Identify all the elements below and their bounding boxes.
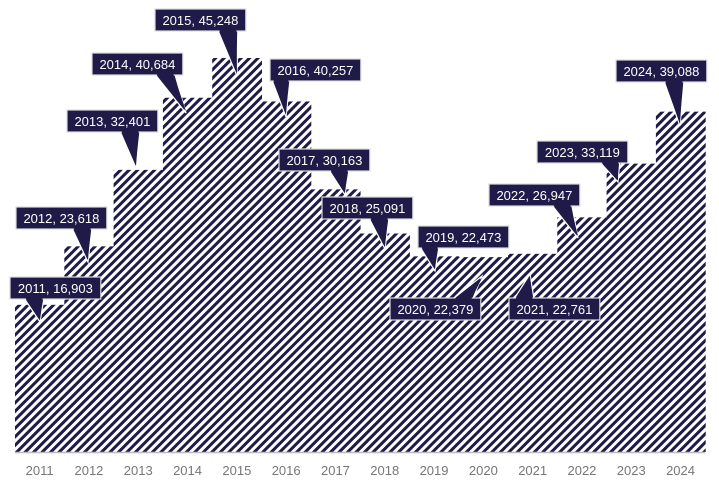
data-label-callout: 2012, 23,618 — [15, 206, 108, 265]
callout-pointer-fill — [121, 131, 139, 166]
x-tick-label: 2012 — [74, 463, 103, 478]
data-label-callout: 2022, 26,947 — [488, 183, 581, 239]
data-label-text: 2016, 40,257 — [277, 63, 353, 78]
data-label-callout: 2024, 39,088 — [615, 59, 708, 127]
data-label-callout: 2011, 16,903 — [9, 276, 102, 324]
callout-box — [15, 206, 108, 230]
data-label-callout: 2019, 22,473 — [417, 225, 510, 273]
callout-pointer-fill — [219, 30, 237, 74]
data-label-text: 2019, 22,473 — [425, 230, 501, 245]
callout-pointer-fill — [421, 247, 438, 269]
step-bar-2015 — [212, 58, 262, 452]
x-tick-label: 2024 — [666, 463, 695, 478]
x-tick-label: 2020 — [469, 463, 498, 478]
data-label-callout: 2023, 33,119 — [536, 140, 629, 184]
x-tick-label: 2022 — [567, 463, 596, 478]
step-bar-2017 — [310, 189, 361, 453]
x-tick-label: 2023 — [617, 463, 646, 478]
callout-box — [278, 148, 371, 172]
callout-box — [508, 297, 601, 321]
x-tick-label: 2014 — [173, 463, 202, 478]
callout-box — [269, 58, 362, 82]
data-label-callout: 2021, 22,761 — [508, 272, 601, 321]
data-label-callout: 2017, 30,163 — [278, 148, 371, 197]
callout-box — [536, 140, 629, 164]
data-label-text: 2021, 22,761 — [516, 302, 592, 317]
callout-box — [9, 276, 102, 300]
data-label-text: 2013, 32,401 — [74, 114, 150, 129]
step-bar-2024 — [655, 111, 706, 452]
x-tick-label: 2013 — [124, 463, 153, 478]
data-label-callout: 2020, 22,379 — [389, 274, 484, 321]
callout-pointer-fill — [330, 170, 348, 193]
x-tick-label: 2016 — [272, 463, 301, 478]
callout-box — [488, 183, 581, 207]
data-label-text: 2017, 30,163 — [286, 153, 362, 168]
data-label-text: 2022, 26,947 — [496, 188, 572, 203]
callout-pointer-fill — [25, 298, 43, 320]
data-label-text: 2014, 40,684 — [99, 57, 175, 72]
data-label-callout: 2018, 25,091 — [321, 196, 414, 251]
data-label-text: 2024, 39,088 — [623, 64, 699, 79]
step-bar-2023 — [606, 163, 657, 452]
data-label-text: 2011, 16,903 — [18, 281, 93, 296]
x-tick-label: 2011 — [26, 463, 54, 478]
callout-box — [321, 196, 414, 220]
data-label-callout: 2016, 40,257 — [269, 58, 362, 118]
callout-pointer-fill — [370, 218, 388, 247]
callout-box — [615, 59, 708, 83]
data-label-text: 2015, 45,248 — [162, 13, 238, 28]
callout-pointer-fill — [553, 205, 578, 236]
step-bar-2019 — [409, 256, 460, 452]
callout-pointer-fill — [73, 228, 91, 260]
data-label-callout: 2013, 32,401 — [66, 109, 159, 171]
data-label-text: 2018, 25,091 — [329, 201, 405, 216]
x-tick-label: 2019 — [420, 463, 449, 478]
callout-pointer-fill — [273, 80, 289, 115]
callout-pointer-fill — [665, 81, 683, 124]
step-bar-2021 — [508, 253, 558, 452]
callout-pointer-fill — [601, 162, 619, 180]
data-label-callout: 2015, 45,248 — [154, 8, 247, 77]
x-tick-label: 2015 — [222, 463, 251, 478]
callout-box — [66, 109, 159, 133]
callout-pointer-fill — [454, 278, 482, 299]
step-bar-2022 — [557, 217, 608, 452]
callout-pointer-fill — [515, 276, 533, 299]
step-bar-2011 — [15, 304, 65, 452]
callout-pointer-fill — [156, 74, 186, 111]
data-label-text: 2020, 22,379 — [397, 302, 473, 317]
data-label-text: 2023, 33,119 — [545, 145, 620, 160]
x-tick-label: 2017 — [321, 463, 350, 478]
data-label-text: 2012, 23,618 — [23, 211, 99, 226]
step-bar-2014 — [162, 97, 213, 452]
callout-box — [91, 52, 184, 76]
step-bar-2018 — [360, 233, 410, 452]
x-tick-label: 2018 — [370, 463, 399, 478]
step-bar-2013 — [113, 169, 164, 452]
callout-box — [389, 297, 482, 321]
x-tick-label: 2021 — [518, 463, 547, 478]
callout-box — [154, 8, 247, 32]
callout-box — [417, 225, 510, 249]
step-bar-2020 — [458, 257, 509, 452]
data-label-callout: 2014, 40,684 — [91, 52, 187, 114]
